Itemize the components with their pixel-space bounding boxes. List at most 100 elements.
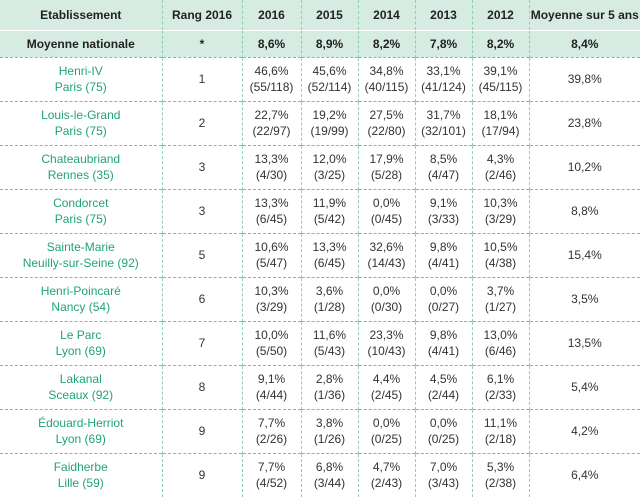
year-cell: 4,5% (2/44) xyxy=(414,364,472,409)
year-fraction: (4/44) xyxy=(255,388,288,402)
year-fraction: (0/25) xyxy=(370,432,403,446)
year-percentage: 3,6% xyxy=(315,284,344,298)
school-city: Lille (59) xyxy=(57,476,104,491)
school-name-link[interactable]: Chateaubriand xyxy=(41,152,121,166)
year-percentage: 11,6% xyxy=(312,328,347,342)
five-year-average-cell: 6,4% xyxy=(528,452,640,497)
year-percentage: 13,3% xyxy=(254,196,289,210)
year-percentage: 2,8% xyxy=(315,372,344,386)
year-fraction: (5/42) xyxy=(313,212,346,226)
year-percentage: 4,4% xyxy=(372,372,401,386)
year-cell: 0,0% (0/27) xyxy=(414,276,472,321)
year-fraction: (6/45) xyxy=(255,212,288,226)
five-year-average-cell: 13,5% xyxy=(528,320,640,365)
school-cell: Faidherbe Lille (59) xyxy=(0,452,162,497)
five-year-average-cell: 4,2% xyxy=(528,408,640,453)
year-percentage: 10,3% xyxy=(483,196,518,210)
year-fraction: (1/36) xyxy=(313,388,346,402)
year-cell: 8,5% (4/47) xyxy=(414,144,472,189)
school-cell: Édouard-Herriot Lyon (69) xyxy=(0,408,162,453)
school-name-link[interactable]: Henri-Poincaré xyxy=(40,284,121,298)
year-percentage: 7,7% xyxy=(257,416,286,430)
school-city: Paris (75) xyxy=(54,80,107,94)
national-average-2016: 8,6% xyxy=(241,29,301,57)
year-percentage: 4,7% xyxy=(372,460,401,475)
school-cell: Louis-le-Grand Paris (75) xyxy=(0,100,162,145)
year-fraction: (2/18) xyxy=(484,432,517,446)
header-2016: 2016 xyxy=(241,0,301,30)
year-cell: 0,0% (0/25) xyxy=(357,408,415,453)
school-name-link[interactable]: Condorcet xyxy=(53,196,109,210)
rank-cell: 1 xyxy=(161,56,242,101)
table-row: Sainte-Marie Neuilly-sur-Seine (92) 5 10,6%… xyxy=(0,232,640,277)
school-name-link[interactable]: Faidherbe xyxy=(53,460,108,475)
school-name-link[interactable]: Lakanal xyxy=(59,372,102,386)
national-average-2013: 7,8% xyxy=(414,29,472,57)
school-city: Nancy (54) xyxy=(51,300,111,314)
year-fraction: (0/27) xyxy=(427,300,460,314)
year-fraction: (14/43) xyxy=(367,256,406,270)
year-percentage: 31,7% xyxy=(426,108,461,122)
year-percentage: 10,5% xyxy=(483,240,518,254)
year-cell: 7,0% (3/43) xyxy=(414,452,472,497)
table-row: Édouard-Herriot Lyon (69) 9 7,7% (2/26) 3,8% (… xyxy=(0,408,640,453)
table-row: Henri-Poincaré Nancy (54) 6 10,3% (3/29) 3,6%… xyxy=(0,276,640,321)
national-average-label: Moyenne nationale xyxy=(0,29,162,57)
school-cell: Henri-IV Paris (75) xyxy=(0,56,162,101)
school-name-link[interactable]: Le Parc xyxy=(60,328,102,342)
year-cell: 0,0% (0/45) xyxy=(357,188,415,233)
national-average-2014: 8,2% xyxy=(357,29,415,57)
table-row: Lakanal Sceaux (92) 8 9,1% (4/44) 2,8% (1/36) 4… xyxy=(0,364,640,409)
year-fraction: (55/118) xyxy=(249,80,294,94)
year-fraction: (41/124) xyxy=(421,80,466,94)
year-fraction: (5/47) xyxy=(255,256,288,270)
table-row: Le Parc Lyon (69) 7 10,0% (5/50) 11,6% (5/43) 2… xyxy=(0,320,640,365)
year-percentage: 34,8% xyxy=(369,64,404,78)
year-percentage: 13,3% xyxy=(254,152,289,166)
year-percentage: 17,9% xyxy=(369,152,404,166)
year-fraction: (5/28) xyxy=(370,168,403,182)
five-year-average-cell: 15,4% xyxy=(528,232,640,277)
five-year-average-cell: 8,8% xyxy=(528,188,640,233)
school-name-link[interactable]: Édouard-Herriot xyxy=(38,416,124,430)
year-cell: 13,3% (6/45) xyxy=(300,232,358,277)
year-cell: 10,3% (3/29) xyxy=(241,276,301,321)
year-cell: 4,4% (2/45) xyxy=(357,364,415,409)
year-fraction: (3/25) xyxy=(313,168,346,182)
year-cell: 31,7% (32/101) xyxy=(414,100,472,145)
school-name-link[interactable]: Henri-IV xyxy=(58,64,103,78)
year-fraction: (45/115) xyxy=(478,80,523,94)
school-city: Paris (75) xyxy=(54,212,107,226)
year-cell: 18,1% (17/94) xyxy=(471,100,529,145)
school-name-link[interactable]: Louis-le-Grand xyxy=(41,108,121,122)
header-2014: 2014 xyxy=(357,0,415,30)
school-name-link[interactable]: Sainte-Marie xyxy=(46,240,115,254)
year-percentage: 0,0% xyxy=(429,284,458,298)
national-average-2015: 8,9% xyxy=(300,29,358,57)
year-cell: 33,1% (41/124) xyxy=(414,56,472,101)
year-cell: 9,8% (4/41) xyxy=(414,320,472,365)
year-percentage: 27,5% xyxy=(369,108,404,122)
year-fraction: (2/33) xyxy=(484,388,517,402)
year-percentage: 3,8% xyxy=(315,416,344,430)
year-percentage: 18,1% xyxy=(483,108,518,122)
year-cell: 13,3% (4/30) xyxy=(241,144,301,189)
school-cell: Chateaubriand Rennes (35) xyxy=(0,144,162,189)
year-fraction: (0/25) xyxy=(427,432,460,446)
year-fraction: (32/101) xyxy=(421,124,466,138)
year-percentage: 7,7% xyxy=(257,460,286,475)
school-city: Paris (75) xyxy=(54,124,107,138)
year-cell: 10,5% (4/38) xyxy=(471,232,529,277)
rank-cell: 2 xyxy=(161,100,242,145)
year-cell: 13,3% (6/45) xyxy=(241,188,301,233)
year-cell: 12,0% (3/25) xyxy=(300,144,358,189)
rank-cell: 3 xyxy=(161,188,242,233)
year-cell: 27,5% (22/80) xyxy=(357,100,415,145)
year-fraction: (3/29) xyxy=(255,300,288,314)
school-cell: Lakanal Sceaux (92) xyxy=(0,364,162,409)
year-percentage: 0,0% xyxy=(372,416,401,430)
national-average-5-years: 8,4% xyxy=(528,29,640,57)
year-fraction: (2/38) xyxy=(484,476,517,491)
year-cell: 17,9% (5/28) xyxy=(357,144,415,189)
